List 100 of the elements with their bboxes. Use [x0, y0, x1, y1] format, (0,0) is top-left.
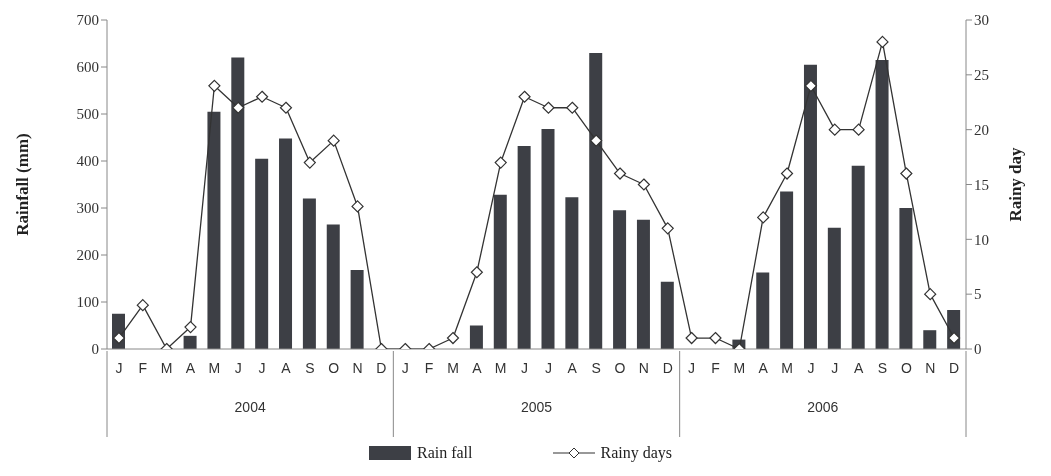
y2-tick-label: 20	[974, 121, 989, 138]
y2-tick-label: 10	[974, 231, 989, 248]
x-tick-label: S	[591, 360, 601, 376]
bar	[517, 145, 531, 349]
point	[900, 167, 913, 180]
x-tick-label: A	[472, 360, 483, 376]
x-tick-label: J	[234, 360, 242, 376]
point	[208, 79, 221, 92]
bar	[899, 208, 913, 349]
point	[327, 134, 340, 147]
x-tick-label: M	[160, 360, 173, 376]
point	[351, 200, 364, 213]
y-axis-title: Rainfall (mm)	[13, 133, 33, 236]
point	[924, 288, 937, 301]
point	[590, 134, 603, 147]
x-tick-label: A	[185, 360, 196, 376]
y2-tick-label: 0	[974, 341, 982, 358]
x-tick-label: A	[853, 360, 864, 376]
point	[112, 331, 126, 345]
x-tick-label: N	[638, 360, 649, 376]
bar	[827, 227, 841, 349]
bar	[923, 330, 937, 349]
point	[303, 156, 316, 169]
x-tick-label: F	[424, 360, 434, 376]
y-tick-label: 400	[76, 153, 99, 170]
point	[757, 211, 770, 224]
x-tick-label: M	[208, 360, 221, 376]
x-tick-label: J	[544, 360, 552, 376]
x-tick-label: D	[662, 360, 673, 376]
x-tick-label: J	[807, 360, 815, 376]
point	[876, 35, 889, 49]
point	[518, 90, 531, 103]
y2-axis-title: Rainy day	[1006, 146, 1026, 222]
point	[566, 101, 579, 114]
x-tick-label: F	[138, 360, 148, 376]
bar	[255, 158, 269, 349]
y2-tick-label: 15	[974, 176, 989, 193]
y-tick-label: 500	[76, 106, 99, 123]
bar	[780, 191, 794, 349]
x-tick-label: J	[258, 360, 266, 376]
x-tick-label: M	[733, 360, 746, 376]
point	[232, 101, 245, 114]
x-tick-label: A	[567, 360, 578, 376]
text: 2006	[807, 399, 839, 415]
legend-label: Rainy days	[600, 444, 673, 462]
bar	[613, 210, 627, 349]
x-tick-label: O	[900, 360, 912, 376]
point	[279, 101, 293, 114]
point	[613, 167, 627, 180]
bar	[589, 52, 603, 349]
y-tick-label: 600	[76, 59, 99, 76]
bar	[326, 224, 340, 349]
point	[637, 178, 650, 191]
x-tick-label: A	[281, 360, 292, 376]
text: 2004	[234, 399, 266, 415]
x-tick-label: A	[758, 360, 769, 376]
point	[136, 299, 149, 312]
x-tick-label: J	[521, 360, 529, 376]
y-tick-label: 300	[76, 200, 99, 217]
bar	[803, 64, 817, 349]
bar	[207, 111, 221, 349]
x-tick-label: N	[352, 360, 363, 376]
x-tick-label: S	[305, 360, 315, 376]
x-tick-label: F	[711, 360, 720, 376]
y2-tick-label: 5	[974, 286, 982, 303]
point	[709, 331, 722, 345]
point	[256, 90, 269, 103]
bar	[660, 281, 674, 349]
x-tick-label: J	[115, 360, 123, 376]
point	[184, 320, 197, 334]
bar	[231, 57, 245, 349]
bar	[279, 138, 293, 349]
point	[947, 331, 961, 345]
bar	[183, 335, 197, 349]
point	[661, 222, 674, 235]
y-tick-label: 0	[91, 341, 99, 358]
bar	[636, 219, 650, 349]
y-tick-label: 700	[76, 12, 99, 29]
bar	[493, 194, 507, 349]
point	[494, 156, 507, 169]
bar	[875, 59, 889, 349]
point	[828, 123, 841, 136]
y2-tick-label: 25	[974, 67, 989, 84]
x-tick-label: J	[688, 360, 696, 376]
point	[780, 167, 794, 180]
x-tick-label: J	[831, 360, 839, 376]
x-tick-label: M	[781, 360, 793, 376]
point	[852, 123, 865, 136]
legend-label: Rain fall	[416, 444, 473, 462]
x-tick-label: N	[925, 360, 936, 376]
bar	[541, 129, 555, 349]
bar	[565, 197, 579, 349]
x-tick-label: S	[877, 360, 888, 376]
bar	[350, 270, 364, 349]
y2-tick-label: 30	[974, 12, 989, 29]
x-tick-label: O	[328, 360, 340, 376]
bar	[302, 198, 316, 349]
x-tick-label: D	[376, 360, 387, 376]
bar	[469, 325, 483, 349]
bar	[756, 272, 770, 349]
